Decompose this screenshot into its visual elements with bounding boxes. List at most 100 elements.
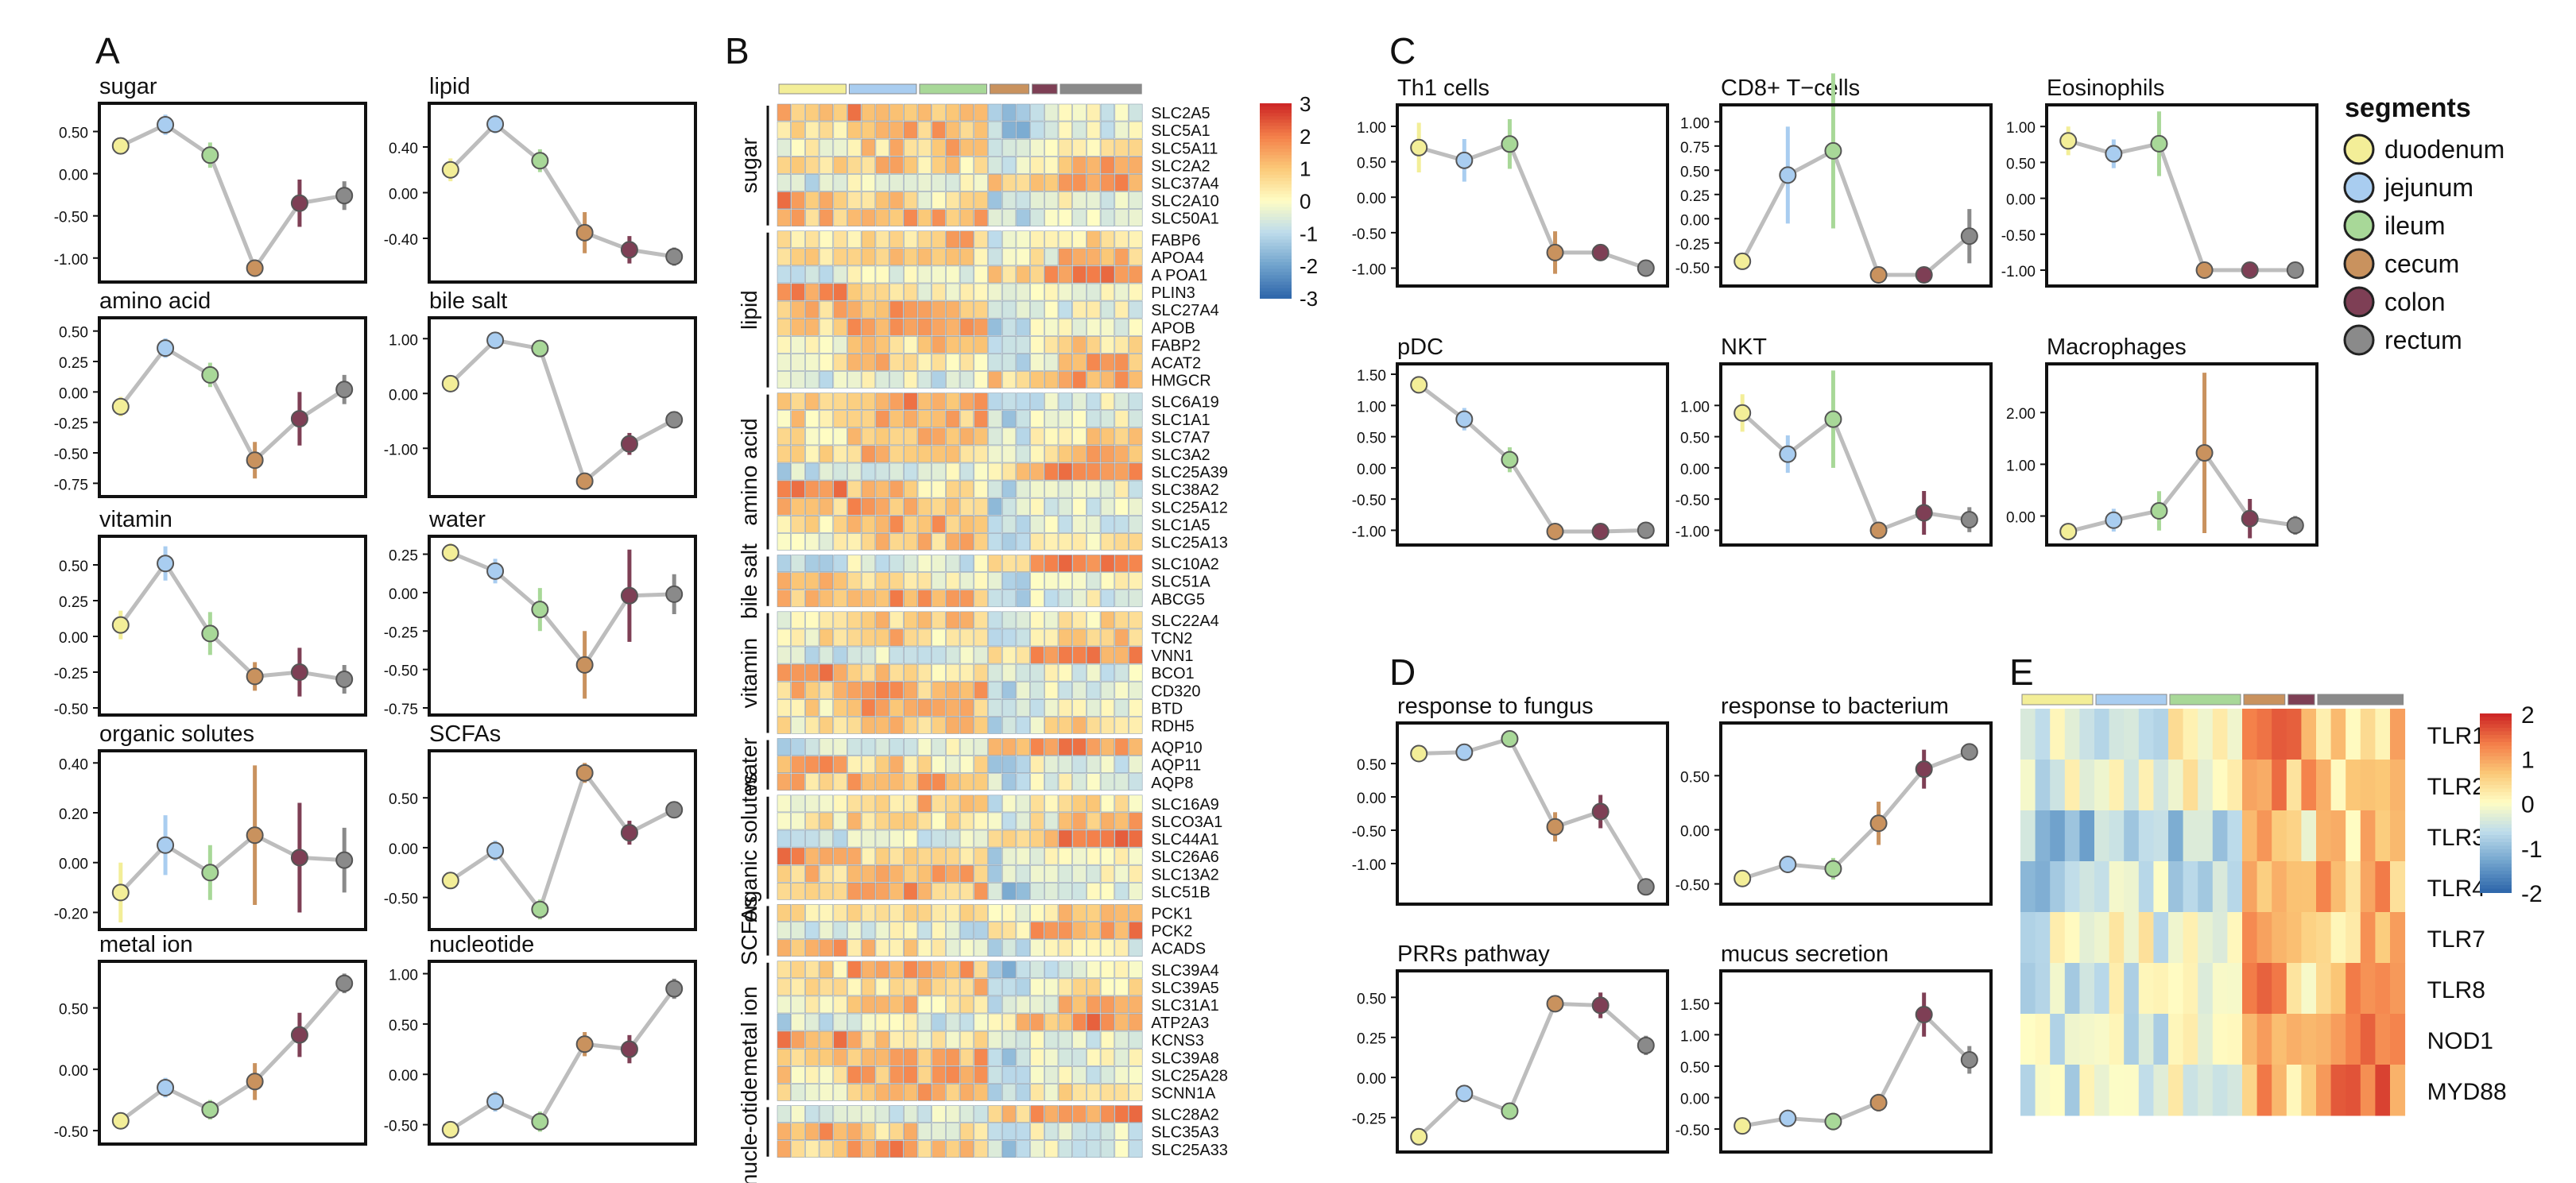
heat-cell — [1044, 103, 1059, 122]
heat-cell — [791, 812, 805, 830]
heat-cell — [974, 533, 988, 551]
heat-cell — [1072, 883, 1087, 900]
heat-cell — [1058, 590, 1073, 608]
gene-label: SLC44A1 — [1151, 831, 1219, 849]
heat-cell — [932, 230, 946, 249]
colorbar-step — [2480, 856, 2512, 861]
heat-cell — [1001, 300, 1017, 319]
heat-cell — [1016, 1084, 1030, 1101]
colorbar-step — [2480, 731, 2512, 736]
heat-cell — [889, 681, 904, 699]
heat-cell — [974, 978, 988, 996]
data-point — [1501, 135, 1519, 153]
heat-cell — [1087, 1066, 1101, 1084]
heat-cell — [959, 191, 974, 209]
heat-cell — [847, 681, 862, 699]
colorbar-step — [1260, 110, 1292, 114]
colorbar-step — [1260, 126, 1292, 130]
gene-label: SLC13A2 — [1151, 866, 1219, 883]
heat-cell — [861, 354, 876, 371]
heat-cell — [847, 611, 862, 629]
heat-cell — [791, 1140, 805, 1158]
heat-cell — [1072, 533, 1087, 551]
heat-cell — [1016, 515, 1030, 533]
heat-cell — [2212, 1014, 2228, 1065]
heat-cell — [1016, 1140, 1030, 1158]
heat-cell — [1100, 392, 1115, 411]
plot-frame — [98, 535, 367, 717]
data-point — [1455, 743, 1474, 761]
colorbar-step — [2480, 767, 2512, 771]
heat-cell — [819, 1123, 834, 1140]
heat-cell — [974, 462, 988, 481]
heat-cell — [974, 555, 988, 572]
line-chart-6: organic solutes-0.200.000.200.40 — [54, 721, 367, 931]
heat-cell — [889, 756, 904, 773]
heat-cell — [1044, 698, 1059, 717]
heat-cell — [805, 939, 819, 957]
gene-label: SLC10A2 — [1151, 556, 1219, 574]
y-tick-label: -0.50 — [1675, 261, 1710, 277]
heat-cell — [917, 174, 932, 191]
heat-cell — [904, 354, 918, 371]
heat-cell — [974, 230, 988, 249]
heat-cell — [833, 904, 847, 922]
heat-cell — [875, 904, 889, 922]
heat-cell — [1100, 773, 1115, 791]
heat-cell — [2301, 963, 2317, 1015]
heat-cell — [917, 847, 932, 865]
heat-cell — [1100, 335, 1115, 354]
heat-cell — [1016, 318, 1030, 336]
heat-cell — [889, 300, 904, 319]
line-plots: sugar-1.00-0.500.000.50lipid-0.400.000.4… — [54, 73, 2318, 1154]
heat-cell — [932, 1030, 946, 1049]
heat-cell — [861, 628, 876, 647]
colorbar-tick: 2 — [1300, 125, 1311, 149]
heat-cell — [861, 1084, 876, 1101]
line-chart-10: Th1 cells-1.00-0.500.000.501.00 — [1352, 75, 1669, 288]
row-label: TLR2 — [2427, 774, 2485, 800]
gene-label: SLC16A9 — [1151, 796, 1219, 814]
heat-cell — [1016, 864, 1030, 883]
heat-cell — [1114, 590, 1129, 608]
plot-frame — [1396, 362, 1669, 547]
heat-cell — [861, 480, 876, 498]
heat-cell — [777, 572, 792, 590]
heat-cell — [1087, 1105, 1101, 1123]
heat-cell — [1114, 829, 1129, 848]
heat-cell — [833, 756, 847, 773]
gene-label: PCK2 — [1151, 923, 1192, 941]
heat-cell — [974, 961, 988, 979]
heat-cell — [917, 209, 932, 227]
heat-cell — [1001, 555, 1017, 572]
heat-cell — [1016, 371, 1030, 389]
heat-cell — [791, 445, 805, 463]
heat-cell — [932, 1140, 946, 1158]
y-tick-label: -0.50 — [2001, 228, 2036, 245]
data-point — [246, 667, 264, 686]
heat-cell — [1030, 773, 1044, 791]
heat-cell — [1016, 209, 1030, 227]
heat-cell — [777, 864, 792, 883]
heat-cell — [791, 590, 805, 608]
heat-cell — [2316, 963, 2332, 1015]
heat-cell — [2124, 912, 2140, 964]
heat-cell — [1129, 812, 1143, 830]
heat-cell — [1087, 515, 1101, 533]
data-point — [201, 624, 219, 643]
data-point — [1410, 138, 1428, 157]
heat-cell — [917, 248, 932, 266]
heat-cell — [805, 1013, 819, 1031]
heat-cell — [1058, 717, 1073, 734]
heat-cell — [974, 248, 988, 266]
heat-cell — [988, 445, 1002, 463]
heat-cell — [2020, 810, 2036, 862]
heat-cell — [959, 698, 974, 717]
heat-cell — [819, 628, 834, 647]
heat-cell — [805, 121, 819, 139]
heat-cell — [946, 922, 960, 939]
heat-cell — [861, 756, 876, 773]
heat-cell — [791, 427, 805, 446]
heat-cell — [1030, 555, 1044, 572]
heat-cell — [2198, 963, 2214, 1015]
